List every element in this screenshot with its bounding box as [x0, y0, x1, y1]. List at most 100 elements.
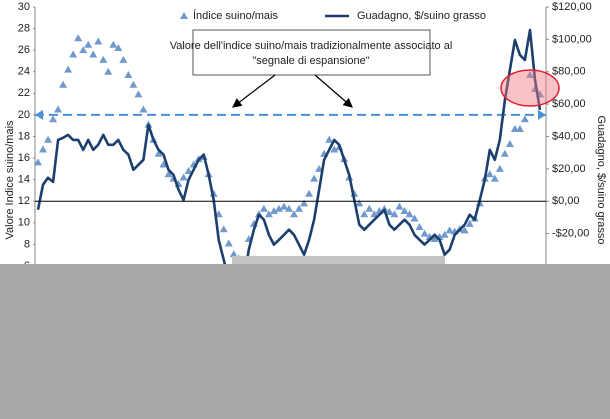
triangle-point [54, 105, 63, 113]
y-tick-label: 30 [18, 1, 30, 13]
highlight-ellipse [500, 69, 560, 107]
triangle-point [159, 160, 168, 168]
y-tick-label: 10 [18, 217, 30, 229]
arrow [232, 74, 276, 108]
triangle-point [395, 202, 404, 210]
triangle-point [485, 170, 494, 178]
triangle-point [134, 90, 143, 98]
occlusion [232, 256, 445, 264]
triangle-point [179, 173, 188, 181]
y-tick-label: 18 [18, 130, 30, 142]
triangle-point [525, 70, 534, 78]
y2-tick-label: $100,00 [552, 33, 592, 45]
triangle-point [415, 223, 424, 231]
annotation-box [192, 29, 431, 76]
triangle-point [124, 70, 133, 78]
triangle-point [104, 67, 113, 75]
triangle-point [229, 250, 238, 258]
y-tick-label: 20 [18, 109, 30, 121]
y2-tick-label: $0,00 [552, 195, 580, 207]
triangle-point [295, 204, 304, 212]
triangle-point [410, 214, 419, 222]
triangle-point [264, 210, 273, 218]
triangle-point [400, 206, 409, 214]
y-tick-label: 22 [18, 87, 30, 99]
annotation: Valore dell'indice suino/mais tradiziona… [170, 40, 453, 52]
triangle-point [325, 135, 334, 143]
triangle-point [89, 50, 98, 58]
triangle-point [79, 46, 88, 54]
triangle-point [269, 206, 278, 214]
triangle-point [510, 124, 519, 132]
triangle-point [59, 80, 68, 88]
y2-tick-label: $80,00 [552, 66, 586, 78]
y2-tick-label: $40,00 [552, 130, 586, 142]
triangle-point [365, 204, 374, 212]
y-tick-label: 12 [18, 195, 30, 207]
annotation: "segnale di espansione" [252, 55, 369, 67]
triangle-point [74, 34, 83, 42]
y-tick-label: 16 [18, 152, 30, 164]
y-tick-label: 24 [18, 66, 30, 78]
triangle-point [119, 55, 128, 63]
triangle-point [39, 145, 48, 153]
triangle-point [310, 174, 319, 182]
y2-axis-label: Guadagno, $/suino grasso [595, 115, 607, 244]
triangle-point [495, 164, 504, 172]
line-series [36, 28, 542, 301]
triangle-point [44, 135, 53, 143]
triangle-point [84, 40, 93, 48]
triangle-point [490, 174, 499, 182]
triangle-point [430, 235, 439, 243]
triangle-point [219, 225, 228, 233]
legend-label: Índice suino/mais [193, 9, 278, 22]
triangle-point [259, 204, 268, 212]
triangle-point [300, 199, 309, 207]
y-tick-label: 14 [18, 174, 30, 186]
triangle-point [224, 239, 233, 247]
triangle-point [139, 105, 148, 113]
triangle-point [64, 65, 73, 73]
triangle-point [69, 50, 78, 58]
triangle-point [355, 199, 364, 207]
y-tick-label: 26 [18, 44, 30, 56]
triangle-point [390, 210, 399, 218]
triangle-point [114, 44, 123, 52]
triangle-point [279, 202, 288, 210]
y2-tick-label: $20,00 [552, 163, 586, 175]
triangle-point [290, 210, 299, 218]
y2-tick-label: $120,00 [552, 1, 592, 13]
triangle-point [440, 230, 449, 238]
triangle-point [49, 115, 58, 123]
triangle-point [109, 40, 118, 48]
triangle-point [154, 149, 163, 157]
triangle-point [445, 226, 454, 234]
triangle-point [35, 158, 42, 166]
triangle-point [515, 124, 524, 132]
y2-tick-label: $60,00 [552, 98, 586, 110]
arrow [314, 74, 353, 108]
triangle-point [465, 219, 474, 227]
triangle-point [460, 226, 469, 234]
triangle-point [500, 149, 509, 157]
legend-marker [180, 12, 188, 19]
triangle-point [370, 210, 379, 218]
triangle-point [520, 115, 529, 123]
triangle-point [164, 170, 173, 178]
triangle-point [94, 37, 103, 45]
triangle-point [505, 140, 514, 148]
y-tick-label: 28 [18, 22, 30, 34]
occlusion [0, 256, 610, 419]
triangle-point [405, 210, 414, 218]
y-tick-label: 8 [24, 238, 30, 250]
triangle-point [129, 80, 138, 88]
triangle-point [305, 189, 314, 197]
y2-tick-label: -$20,00 [552, 228, 589, 240]
triangle-point [360, 210, 369, 218]
triangle-point [184, 167, 193, 175]
legend-label: Guadagno, $/suino grasso [357, 10, 486, 22]
triangle-point [385, 208, 394, 216]
triangle-point [330, 145, 339, 153]
triangle-point [274, 204, 283, 212]
